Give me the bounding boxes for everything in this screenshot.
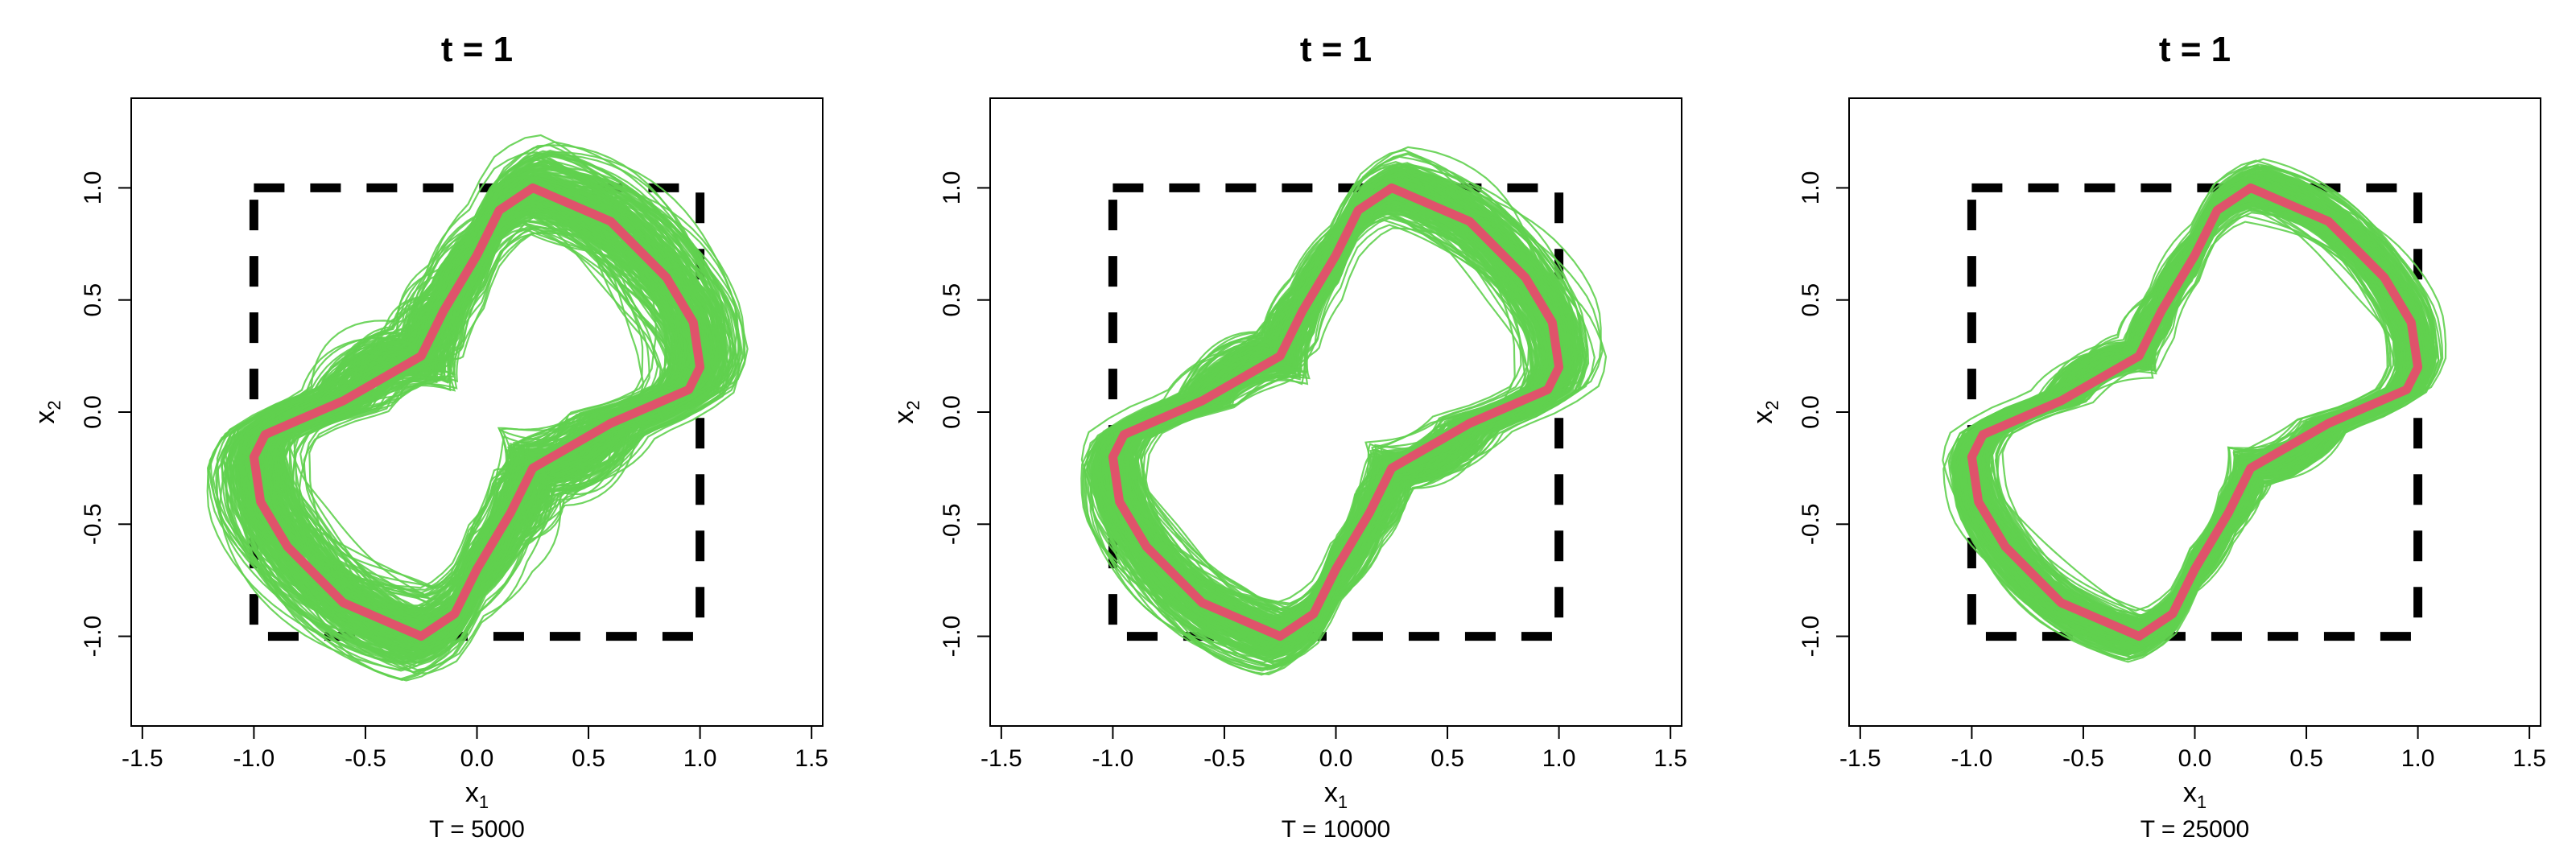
y-tick-label: -0.5	[1798, 503, 1824, 545]
x-tick-label: 0.5	[572, 745, 605, 772]
sample-size-label: T = 10000	[1282, 816, 1390, 843]
y-axis-label: x2	[889, 400, 923, 423]
y-tick-label: 0.5	[80, 283, 106, 317]
plot-frame	[989, 97, 1682, 727]
y-axis-label-main: x	[889, 410, 919, 424]
true-boundary-curve	[249, 183, 705, 641]
x-tick-label: 0.0	[460, 745, 494, 772]
y-tick-label: 1.0	[939, 171, 965, 205]
y-tick-label: 1.0	[80, 171, 106, 205]
y-tick-label: -0.5	[80, 503, 106, 545]
y-tick-label: -0.5	[939, 503, 965, 545]
plot-frame	[1848, 97, 2541, 727]
y-axis: -1.0 -0.5 0.0 0.5 1.0	[1798, 171, 1849, 658]
true-boundary-curve	[1967, 183, 2423, 641]
y-axis: -1.0 -0.5 0.0 0.5 1.0	[939, 171, 990, 658]
x-tick-label: 0.0	[2178, 745, 2212, 772]
x-axis-label-sub: 1	[479, 792, 489, 812]
x-axis-label-sub: 1	[1338, 792, 1348, 812]
x-tick-label: -1.5	[1839, 745, 1881, 772]
x-axis-label: x1	[2183, 777, 2207, 812]
y-axis: -1.0 -0.5 0.0 0.5 1.0	[80, 171, 131, 658]
x-tick-label: 1.5	[1653, 745, 1687, 772]
trajectory-curve	[253, 159, 679, 620]
panel-3: t = 1 -1.5 -1.0 -0.5 0.0 0.5 1.0 1.5 -1.0 -0.5 0.0…	[1748, 30, 2546, 843]
sample-size-label: T = 5000	[429, 816, 525, 843]
y-tick-label: 0.5	[939, 283, 965, 317]
y-axis-label-sub: 2	[44, 400, 64, 410]
x-tick-label: 0.0	[1319, 745, 1353, 772]
trajectory-curve	[1110, 204, 1538, 649]
x-tick-label: 1.0	[2401, 745, 2435, 772]
y-tick-label: 1.0	[1798, 171, 1824, 205]
x-tick-label: -1.0	[1951, 745, 1993, 772]
x-axis: -1.5 -1.0 -0.5 0.0 0.5 1.0 1.5	[980, 725, 1687, 772]
x-tick-label: -1.0	[1092, 745, 1134, 772]
x-tick-label: 0.5	[2289, 745, 2323, 772]
panel-1: t = 1 -1.5 -1.0 -0.5 0.0 0.5 1.0 1.5 -1.0 -0.5 0.0…	[30, 30, 828, 843]
x-axis-label-main: x	[2183, 777, 2197, 808]
trajectory-curve	[1080, 185, 1530, 670]
y-axis-label-main: x	[1748, 410, 1778, 424]
x-tick-label: 1.5	[795, 745, 828, 772]
y-tick-label: 0.0	[80, 395, 106, 429]
x-tick-label: -1.5	[980, 745, 1022, 772]
plot-area	[1080, 146, 1608, 676]
y-axis-label-main: x	[30, 410, 60, 424]
trajectory-curve	[216, 193, 685, 672]
plot-area	[1942, 158, 2447, 663]
chart-title: t = 1	[2159, 30, 2231, 69]
trajectory-curves	[1080, 146, 1608, 676]
x-tick-label: 1.0	[683, 745, 717, 772]
y-axis-label-sub: 2	[903, 400, 923, 410]
plot-area	[206, 134, 749, 682]
y-axis-label: x2	[1748, 400, 1782, 423]
x-axis-label-sub: 1	[2197, 792, 2207, 812]
y-axis-label: x2	[30, 400, 64, 423]
trajectory-curve	[1134, 162, 1568, 642]
trajectory-curves	[1942, 158, 2447, 663]
x-axis: -1.5 -1.0 -0.5 0.0 0.5 1.0 1.5	[1839, 725, 2546, 772]
trajectory-curve	[308, 200, 696, 658]
chart-title: t = 1	[441, 30, 513, 69]
x-tick-label: -1.5	[122, 745, 163, 772]
trajectory-curve	[254, 204, 726, 682]
x-axis-label: x1	[465, 777, 489, 812]
trajectory-curves	[206, 134, 749, 682]
y-tick-label: -1.0	[939, 616, 965, 658]
y-tick-label: 0.0	[1798, 395, 1824, 429]
y-axis-label-sub: 2	[1762, 400, 1782, 410]
x-axis-label-main: x	[1324, 777, 1338, 808]
sample-size-label: T = 25000	[2140, 816, 2249, 843]
x-axis: -1.5 -1.0 -0.5 0.0 0.5 1.0 1.5	[122, 725, 828, 772]
x-axis-label: x1	[1324, 777, 1348, 812]
chart-title: t = 1	[1300, 30, 1372, 69]
panel-2: t = 1 -1.5 -1.0 -0.5 0.0 0.5 1.0 1.5 -1.0 -0.5 0.0…	[889, 30, 1687, 843]
trajectory-curve	[1113, 184, 1573, 670]
true-boundary-curve	[1108, 183, 1564, 641]
x-tick-label: 1.0	[1542, 745, 1576, 772]
x-tick-label: 0.5	[1430, 745, 1464, 772]
x-tick-label: -1.0	[233, 745, 275, 772]
y-tick-label: 0.5	[1798, 283, 1824, 317]
x-tick-label: -0.5	[1203, 745, 1245, 772]
x-tick-label: -0.5	[2062, 745, 2104, 772]
y-tick-label: 0.0	[939, 395, 965, 429]
x-tick-label: 1.5	[2512, 745, 2546, 772]
x-axis-label-main: x	[465, 777, 479, 808]
x-tick-label: -0.5	[345, 745, 386, 772]
y-tick-label: -1.0	[80, 616, 106, 658]
y-tick-label: -1.0	[1798, 616, 1824, 658]
